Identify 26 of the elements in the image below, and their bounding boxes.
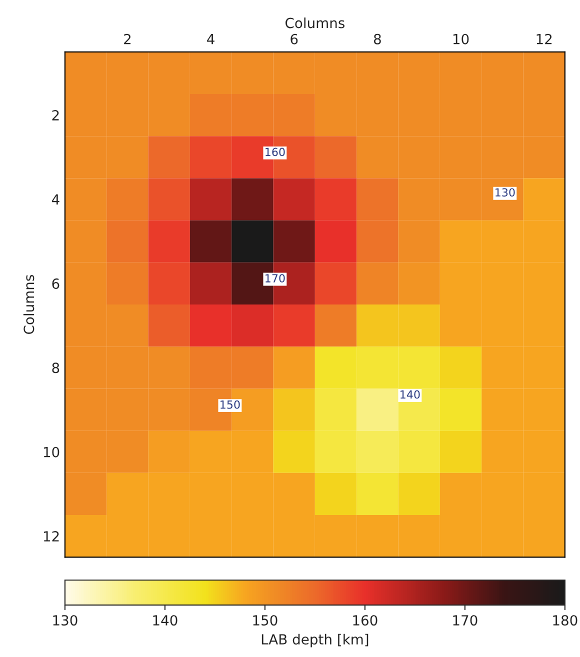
color-bar-label: 130	[53, 615, 78, 626]
x-tick-label: 4	[207, 34, 214, 44]
y-tick-label: 12	[44, 531, 59, 542]
annotation: 130	[496, 188, 515, 197]
y-tick-label: 4	[52, 194, 60, 205]
annotation: 170	[266, 274, 285, 282]
x-tick-label: 10	[453, 34, 469, 44]
y-tick-label: 6	[52, 278, 60, 289]
x-tick-label: 6	[290, 34, 298, 44]
y-axis-title: Columns	[23, 274, 34, 334]
x-tick-label: 2	[124, 34, 130, 44]
annotation: 160	[266, 148, 285, 156]
color-bar-title: LAB depth [km]	[262, 634, 368, 648]
y-tick-label: 8	[52, 362, 60, 374]
y-tick-label: 10	[44, 446, 60, 458]
color-bar-label: 160	[353, 615, 378, 626]
color-bar-label: 140	[153, 615, 178, 626]
annotation: 150	[220, 400, 240, 409]
color-bar-label: 150	[253, 615, 278, 626]
color-bar-label: 170	[453, 615, 478, 626]
annotation: 140	[400, 390, 420, 399]
x-tick-label: 12	[536, 34, 552, 44]
x-tick-label: 8	[374, 34, 381, 44]
x-axis-title: Columns	[286, 17, 344, 28]
y-tick-label: 2	[52, 110, 59, 120]
color-bar-label: 180	[553, 615, 578, 626]
